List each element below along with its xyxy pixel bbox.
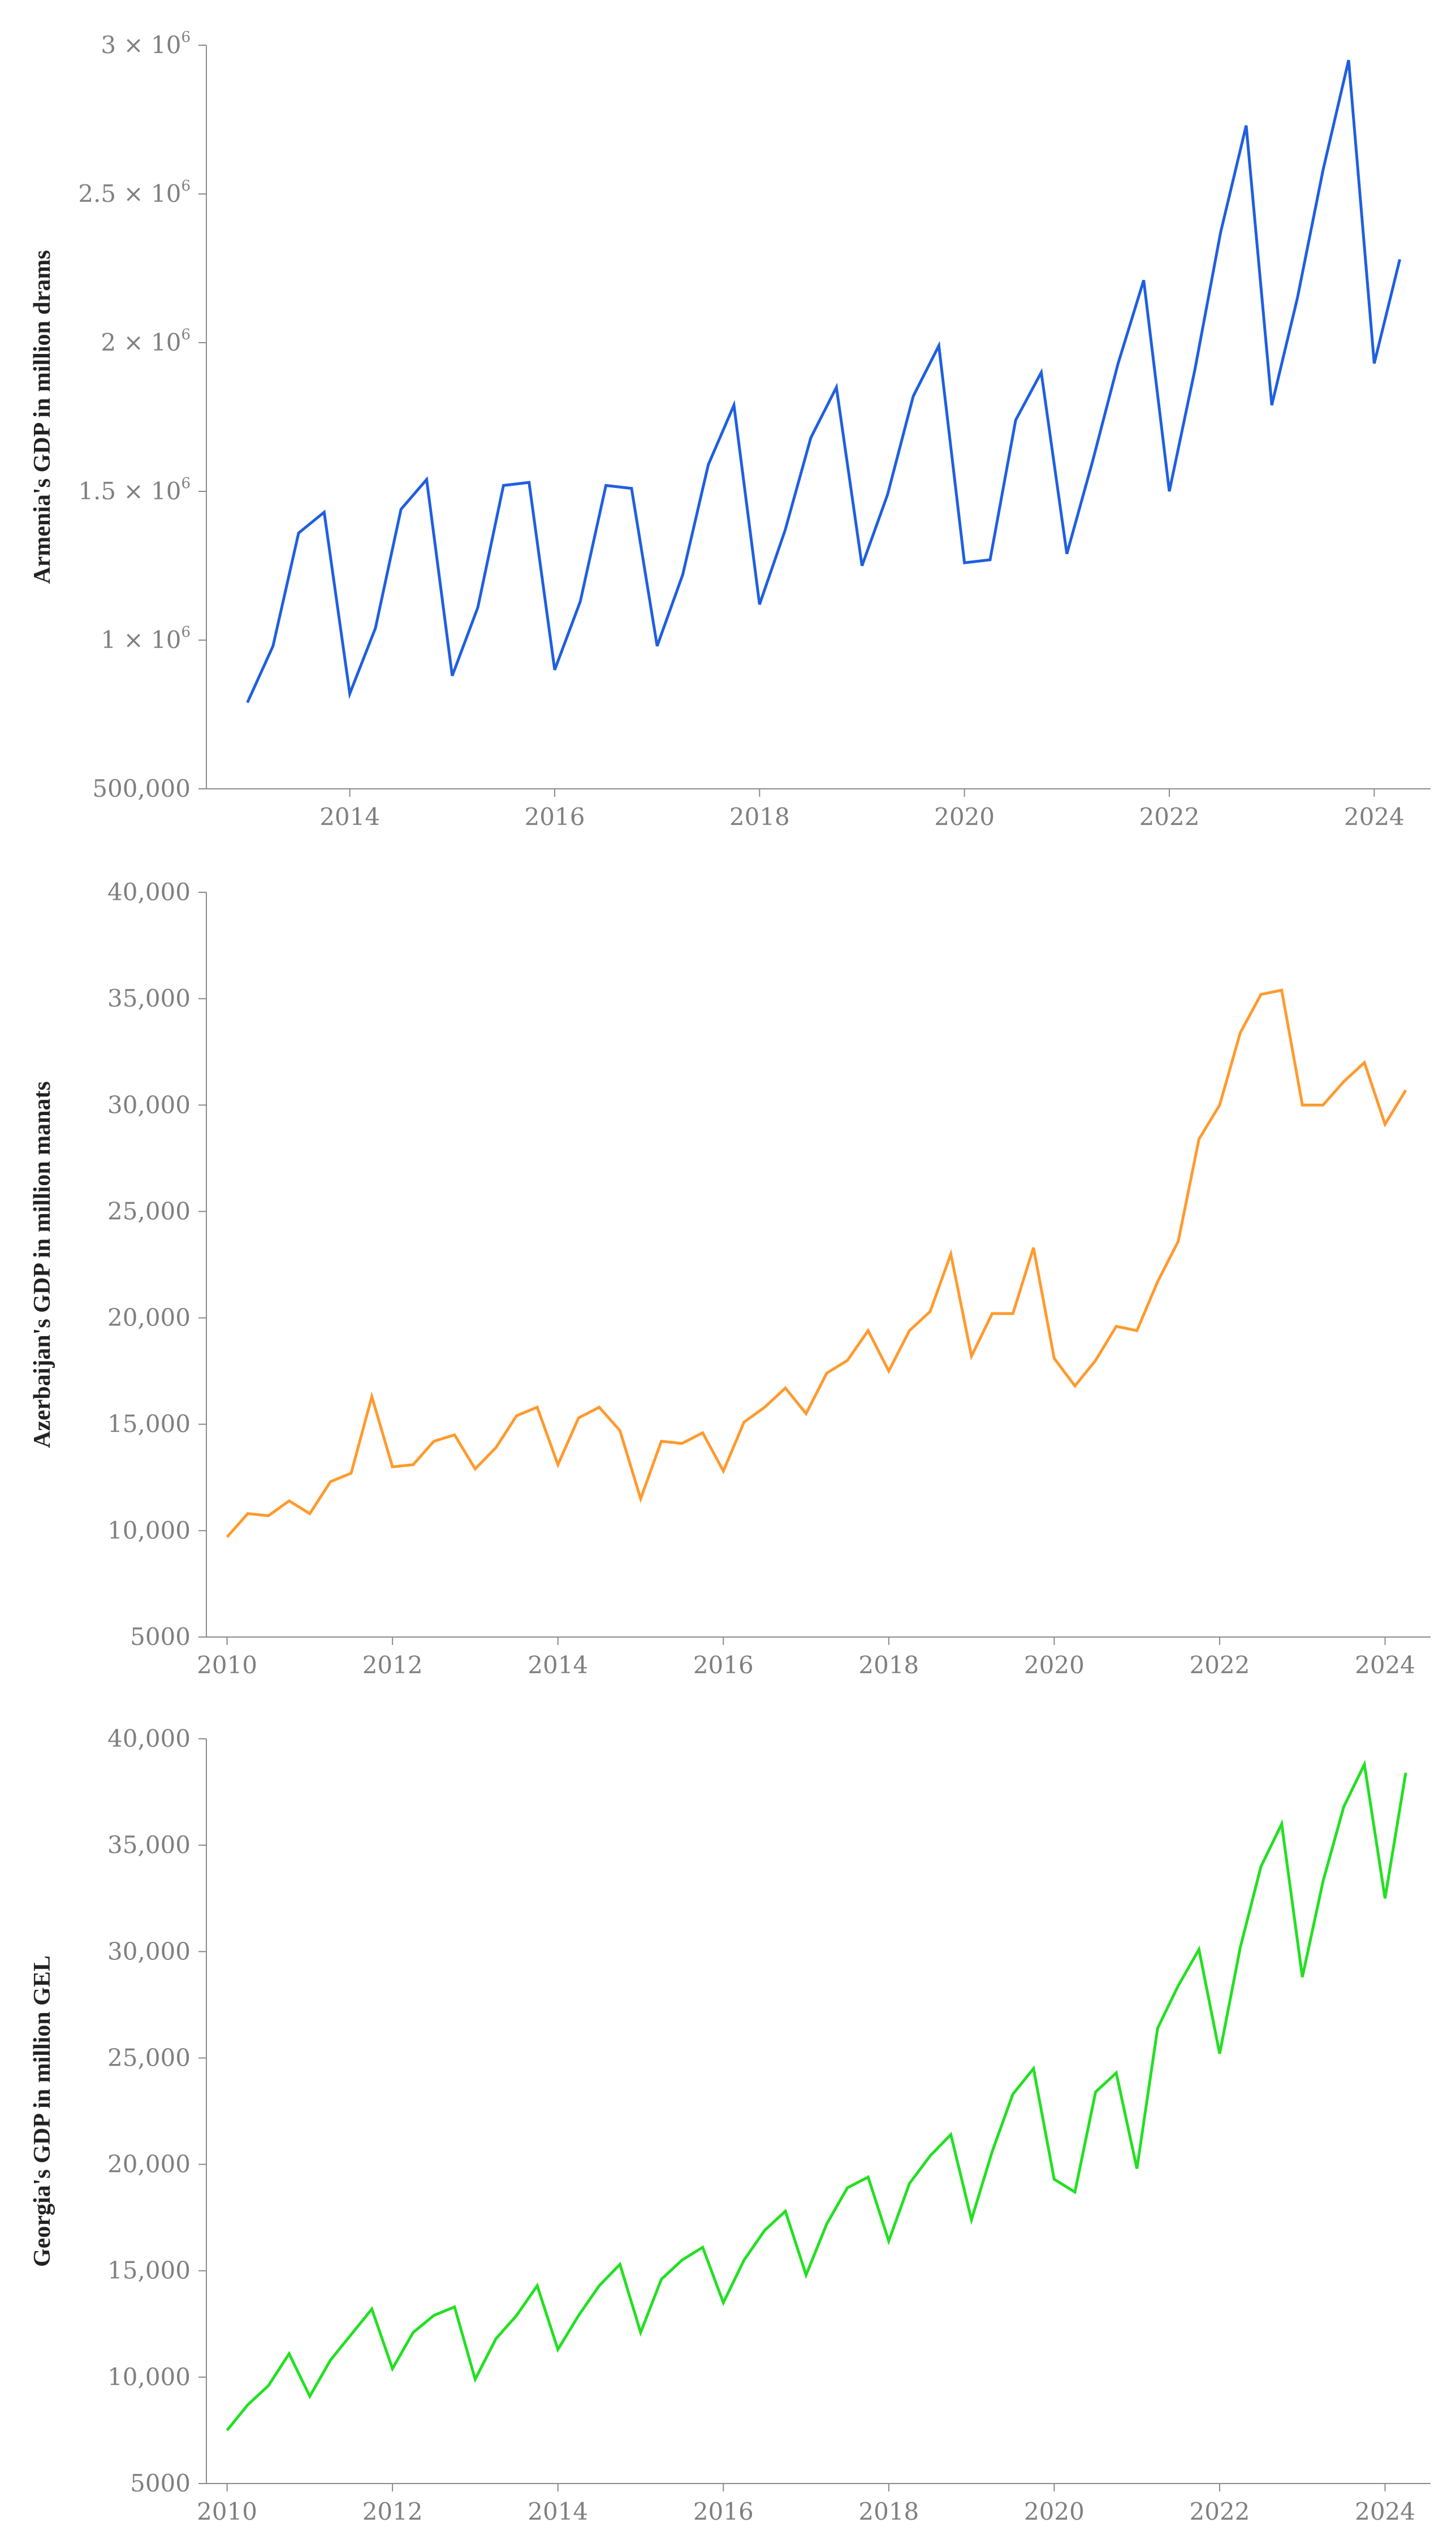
y-tick-label: 5000 [130, 1623, 191, 1651]
y-tick-label: 15,000 [107, 1410, 191, 1438]
y-tick-label: 40,000 [107, 1725, 191, 1752]
x-tick-label: 2010 [197, 1651, 257, 1679]
y-tick-label: 5000 [130, 2469, 191, 2497]
y-tick-label: 1 × 106 [101, 624, 191, 654]
x-tick-label: 2018 [858, 1651, 919, 1679]
chart-panel-3: 5000 10,000 15,000 20,000 25,000 30,000 35,000… [29, 1725, 1431, 2525]
x-tick-label: 2012 [362, 2498, 423, 2525]
y-tick-label: 35,000 [107, 1831, 191, 1859]
y-tick-exponent: 6 [181, 326, 191, 343]
y-tick-exponent: 6 [181, 178, 191, 195]
x-tick-label: 2024 [1344, 803, 1405, 831]
x-tick-label: 2016 [693, 2498, 754, 2525]
x-tick-label: 2016 [693, 1651, 754, 1679]
x-tick-label: 2020 [1024, 2498, 1085, 2525]
chart-panel-2: 5000 10,000 15,000 20,000 25,000 30,000 35,000… [29, 878, 1431, 1679]
x-tick-label: 2012 [362, 1651, 423, 1679]
x-tick-label: 2014 [319, 803, 380, 831]
y-tick-label: 1.5 × 106 [78, 475, 191, 505]
x-tick-label: 2014 [528, 1651, 588, 1679]
y-tick-label: 35,000 [107, 984, 191, 1012]
series-line [226, 988, 1407, 1538]
x-tick-label: 2022 [1190, 1651, 1250, 1679]
x-tick-label: 2024 [1355, 1651, 1415, 1679]
y-tick-label: 30,000 [107, 1091, 191, 1118]
y-tick-label: 40,000 [107, 878, 191, 906]
x-tick-label: 2020 [934, 803, 995, 831]
x-tick-label: 2022 [1139, 803, 1200, 831]
x-tick-label: 2024 [1355, 2498, 1415, 2525]
y-tick-exponent: 6 [181, 29, 191, 46]
x-tick-label: 2010 [197, 2498, 257, 2525]
x-tick-label: 2014 [528, 2498, 588, 2525]
x-tick-label: 2016 [525, 803, 585, 831]
y-tick-label: 30,000 [107, 1937, 191, 1965]
y-tick-label: 10,000 [107, 1517, 191, 1544]
y-tick-label: 3 × 106 [101, 29, 191, 59]
x-tick-label: 2018 [729, 803, 790, 831]
y-axis-title: Azerbaijan's GDP in million manats [29, 1081, 55, 1448]
y-tick-label: 20,000 [107, 2150, 191, 2178]
y-tick-exponent: 6 [181, 624, 191, 641]
y-tick-label: 2.5 × 106 [78, 178, 191, 208]
series-line [226, 1759, 1407, 2432]
x-tick-label: 2022 [1190, 2498, 1250, 2525]
y-tick-label: 15,000 [107, 2257, 191, 2284]
x-tick-label: 2020 [1024, 1651, 1085, 1679]
y-axis-title: Armenia's GDP in million drams [29, 250, 55, 584]
series-line [246, 59, 1402, 703]
y-tick-label: 20,000 [107, 1304, 191, 1332]
y-tick-label: 25,000 [107, 1197, 191, 1225]
chart-panel-1: 500,000 1 × 106 1.5 × 106 2 × 106 2.5 × 106 3… [29, 29, 1431, 831]
y-axis-title: Georgia's GDP in million GEL [29, 1955, 55, 2267]
y-tick-label: 10,000 [107, 2363, 191, 2391]
y-tick-label: 500,000 [92, 775, 191, 802]
y-tick-label: 25,000 [107, 2044, 191, 2071]
x-tick-label: 2018 [858, 2498, 919, 2525]
y-tick-label: 2 × 106 [101, 326, 191, 356]
y-tick-exponent: 6 [181, 475, 191, 492]
